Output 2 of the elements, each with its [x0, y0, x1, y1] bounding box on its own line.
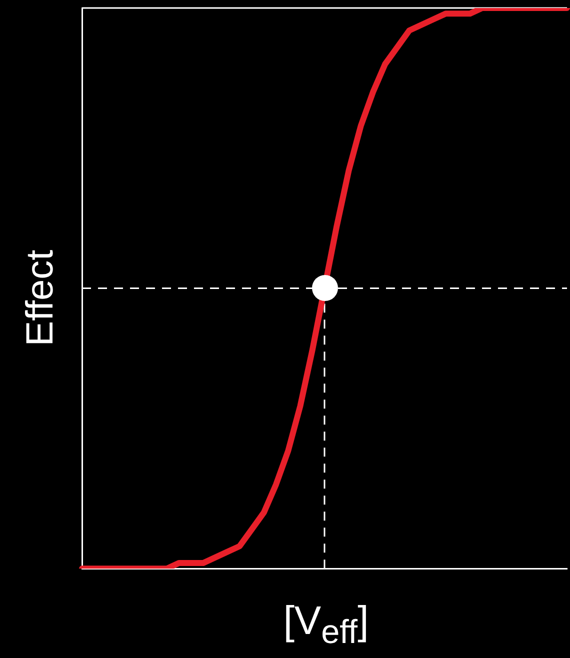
x-axis-title: [V$_{eff}$]	[282, 598, 370, 653]
y-axis-title: Effect	[20, 250, 62, 346]
